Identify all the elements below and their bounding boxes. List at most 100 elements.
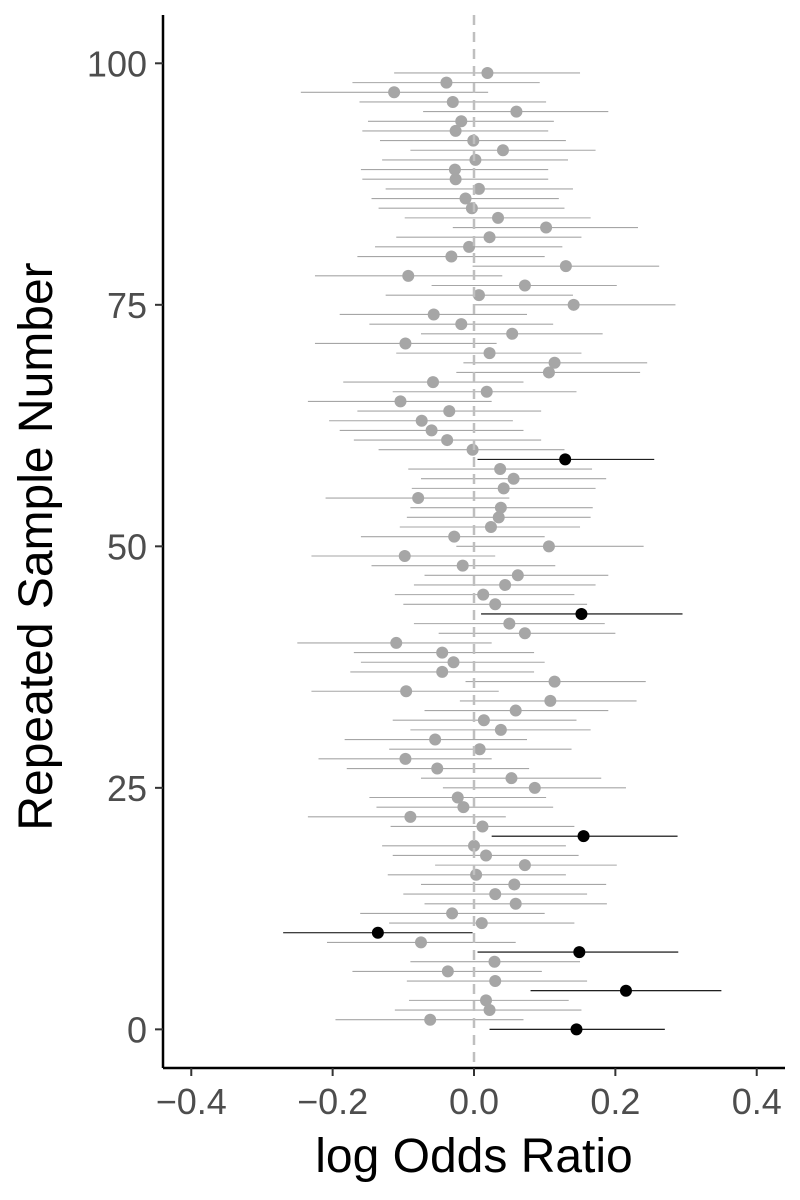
- estimate-point: [496, 144, 509, 157]
- estimate-point: [473, 743, 486, 756]
- estimate-point: [509, 897, 522, 910]
- estimate-point: [477, 714, 490, 727]
- estimate-point: [431, 762, 444, 775]
- estimate-point: [429, 733, 442, 746]
- estimate-point: [489, 975, 502, 988]
- y-axis: 0 25 50 75 100: [87, 43, 163, 1050]
- estimate-point: [488, 955, 501, 968]
- estimate-point: [573, 946, 586, 959]
- y-tick-label: 0: [127, 1009, 147, 1050]
- estimate-point: [449, 173, 462, 186]
- estimate-point: [542, 366, 555, 379]
- estimate-point: [477, 588, 490, 601]
- estimate-point: [427, 376, 440, 389]
- estimate-point: [445, 250, 458, 263]
- estimate-point: [470, 868, 483, 881]
- estimate-point: [494, 463, 507, 476]
- estimate-point: [544, 694, 557, 707]
- estimate-point: [449, 124, 462, 137]
- estimate-point: [499, 578, 512, 591]
- estimate-point: [494, 501, 507, 514]
- estimate-point: [508, 878, 521, 891]
- estimate-point: [619, 984, 632, 997]
- estimate-point: [463, 240, 476, 253]
- estimate-point: [402, 269, 415, 282]
- estimate-point: [505, 772, 518, 785]
- estimate-point: [427, 308, 440, 321]
- estimate-point: [472, 289, 485, 302]
- estimate-point: [388, 86, 401, 99]
- estimate-point: [425, 424, 438, 437]
- estimate-point: [518, 859, 531, 872]
- estimate-point: [412, 492, 425, 505]
- estimate-point: [492, 511, 505, 524]
- estimate-point: [448, 163, 461, 176]
- estimate-point: [446, 95, 459, 108]
- estimate-point: [390, 636, 403, 649]
- estimate-point: [466, 443, 479, 456]
- estimate-point: [518, 627, 531, 640]
- estimate-point: [447, 656, 460, 669]
- estimate-point: [542, 540, 555, 553]
- estimate-point: [484, 521, 497, 534]
- estimate-point: [443, 405, 456, 418]
- y-tick-label: 25: [107, 768, 147, 809]
- estimate-point: [480, 994, 493, 1007]
- estimate-point: [404, 810, 417, 823]
- estimate-point: [518, 279, 531, 292]
- estimate-point: [424, 1013, 437, 1026]
- estimate-point: [506, 327, 519, 340]
- estimate-point: [455, 115, 468, 128]
- y-axis-title: Repeated Sample Number: [10, 262, 63, 830]
- estimate-point: [503, 617, 516, 630]
- estimate-point: [489, 888, 502, 901]
- estimate-point: [415, 414, 428, 427]
- estimate-point: [469, 153, 482, 166]
- estimate-point: [577, 830, 590, 843]
- estimate-point: [455, 318, 468, 331]
- x-tick-label: 0.4: [732, 1081, 782, 1122]
- estimate-point: [548, 675, 561, 688]
- estimate-point: [476, 820, 489, 833]
- estimate-point: [507, 472, 520, 485]
- estimate-point: [446, 907, 459, 920]
- estimate-point: [489, 598, 502, 611]
- estimate-point: [492, 211, 505, 224]
- estimate-point: [497, 482, 510, 495]
- estimate-point: [483, 1004, 496, 1017]
- x-axis-title: log Odds Ratio: [315, 1130, 633, 1183]
- estimate-point: [480, 385, 493, 398]
- estimate-point: [400, 685, 413, 698]
- estimate-point: [394, 395, 407, 408]
- estimate-point: [483, 231, 496, 244]
- estimate-point: [371, 926, 384, 939]
- x-tick-label: −0.2: [297, 1081, 368, 1122]
- estimate-point: [399, 752, 412, 765]
- x-tick-label: 0.0: [449, 1081, 499, 1122]
- estimate-point: [483, 347, 496, 360]
- x-tick-label: 0.2: [590, 1081, 640, 1122]
- estimate-point: [481, 66, 494, 79]
- estimate-point: [399, 337, 412, 350]
- estimate-point: [441, 965, 454, 978]
- estimate-point: [457, 801, 470, 814]
- estimate-point: [475, 917, 488, 930]
- estimate-point: [459, 192, 472, 205]
- estimate-point: [468, 839, 480, 852]
- estimate-point: [559, 260, 572, 273]
- x-tick-label: −0.4: [156, 1081, 227, 1122]
- y-tick-label: 75: [107, 285, 147, 326]
- estimate-point: [480, 849, 493, 862]
- point-layer: [371, 66, 632, 1036]
- x-axis: −0.4 −0.2 0.0 0.2 0.4: [156, 1068, 782, 1122]
- estimate-point: [494, 723, 507, 736]
- estimate-point: [414, 936, 427, 949]
- estimate-point: [441, 434, 454, 447]
- estimate-point: [511, 569, 524, 582]
- estimate-point: [548, 356, 561, 369]
- estimate-point: [398, 549, 411, 562]
- estimate-point: [440, 76, 453, 89]
- estimate-point: [570, 1023, 583, 1036]
